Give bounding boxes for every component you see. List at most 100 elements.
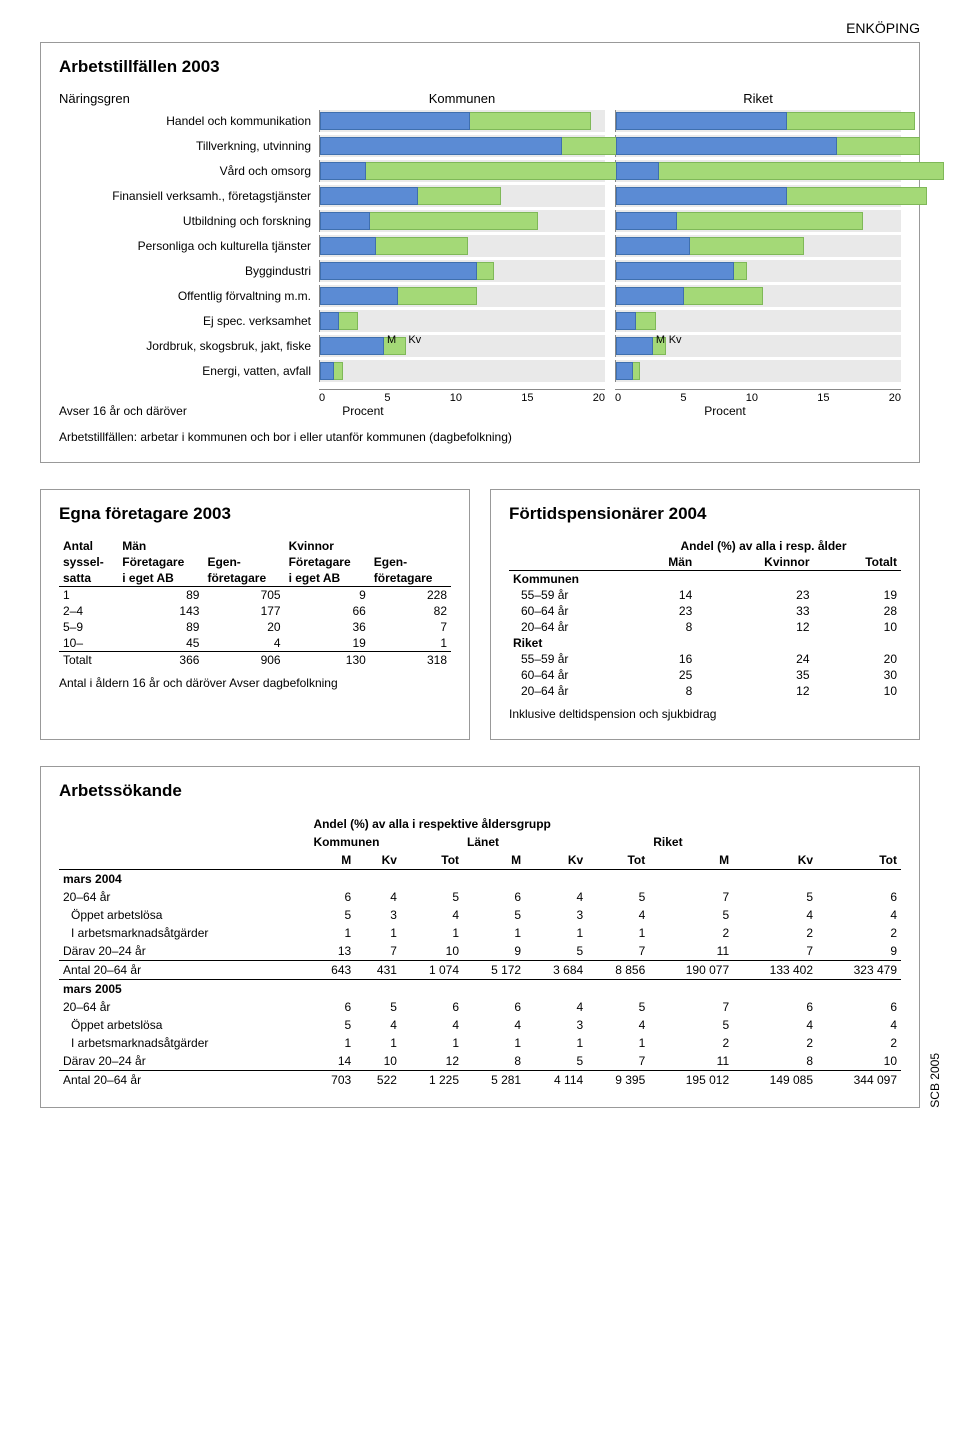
cell: 60–64 år <box>509 603 626 619</box>
cell: 1 <box>355 924 401 942</box>
bar-area <box>615 185 901 207</box>
egna-panel: Egna företagare 2003 Antal Män Kvinnor s… <box>40 489 470 740</box>
cell: 1 <box>525 1034 587 1052</box>
tick: 0 <box>615 392 621 404</box>
th: företagare <box>203 570 284 587</box>
arbet-table: Andel (%) av alla i respektive åldersgru… <box>59 815 901 1089</box>
bar-m <box>616 212 677 230</box>
fortid-note: Inklusive deltidspension och sjukbidrag <box>509 707 901 721</box>
th: Tot <box>817 851 901 870</box>
th: Kv <box>733 851 817 870</box>
cell: 6 <box>817 888 901 906</box>
cell: 14 <box>626 587 696 603</box>
cell: 7 <box>587 942 649 961</box>
table-row: 20–64 år81210 <box>509 683 901 699</box>
cell: 4 <box>817 906 901 924</box>
cell: Öppet arbetslösa <box>59 906 309 924</box>
fortid-title: Förtidspensionärer 2004 <box>509 504 901 524</box>
cell: 643 <box>309 961 355 980</box>
cell: 19 <box>814 587 902 603</box>
cell: 133 402 <box>733 961 817 980</box>
cell: 6 <box>401 998 463 1016</box>
th: Företagare <box>118 554 203 570</box>
cell: 2 <box>649 1034 733 1052</box>
chart-row: Utbildning och forskning <box>59 210 901 232</box>
table-row: I arbetsmarknadsåtgärder111111222 <box>59 1034 901 1052</box>
cell: 20–64 år <box>509 683 626 699</box>
cell: 12 <box>696 619 813 635</box>
cell: 703 <box>309 1071 355 1090</box>
bar-m <box>616 337 653 355</box>
cell: 2 <box>649 924 733 942</box>
cell: 82 <box>370 603 451 619</box>
bar-area <box>319 185 605 207</box>
cell: 11 <box>649 942 733 961</box>
cell: Antal 20–64 år <box>59 961 309 980</box>
cell: 9 <box>817 942 901 961</box>
th: Länet <box>463 833 649 851</box>
chart-row: Vård och omsorg <box>59 160 901 182</box>
category-label: Ej spec. verksamhet <box>59 314 319 328</box>
cell: 1 <box>587 1034 649 1052</box>
side-label: SCB 2005 <box>928 1053 942 1108</box>
th: i eget AB <box>285 570 370 587</box>
cell: 366 <box>118 652 203 669</box>
cell: 5–9 <box>59 619 118 635</box>
cell: 12 <box>696 683 813 699</box>
chart-row: Handel och kommunikation <box>59 110 901 132</box>
th: Tot <box>587 851 649 870</box>
cell: 7 <box>587 1052 649 1071</box>
cell: 89 <box>118 619 203 635</box>
cell: 5 <box>733 888 817 906</box>
cell: 10– <box>59 635 118 652</box>
cell: 4 <box>203 635 284 652</box>
cell: 23 <box>696 587 813 603</box>
cell: 190 077 <box>649 961 733 980</box>
cell: 906 <box>203 652 284 669</box>
tick: 0 <box>319 392 325 404</box>
bar-m <box>320 187 418 205</box>
bar-area <box>319 260 605 282</box>
col-kommunen: Kommunen <box>319 91 605 110</box>
bar-m <box>320 237 376 255</box>
group: Riket <box>509 635 626 651</box>
cell: 4 <box>401 906 463 924</box>
cell: I arbetsmarknadsåtgärder <box>59 924 309 942</box>
bar-m <box>616 262 734 280</box>
cell: 4 <box>525 998 587 1016</box>
table-row: 55–59 år142319 <box>509 587 901 603</box>
bar-area <box>319 235 605 257</box>
cell: 1 074 <box>401 961 463 980</box>
cell: 36 <box>285 619 370 635</box>
cell: 5 <box>587 888 649 906</box>
cell: 12 <box>401 1052 463 1071</box>
cell: 1 <box>463 924 525 942</box>
chart-row: Jordbruk, skogsbruk, jakt, fiskeMKvMKv <box>59 335 901 357</box>
axis-kommunen: 05101520 <box>319 389 605 404</box>
cell: Öppet arbetslösa <box>59 1016 309 1034</box>
cell: 177 <box>203 603 284 619</box>
cell: 130 <box>285 652 370 669</box>
cell: 1 <box>587 924 649 942</box>
table-row: I arbetsmarknadsåtgärder111111222 <box>59 924 901 942</box>
th: Företagare <box>285 554 370 570</box>
table-row: 1897059228 <box>59 587 451 604</box>
bar-area <box>319 160 605 182</box>
cell: 522 <box>355 1071 401 1090</box>
cell: 1 <box>401 1034 463 1052</box>
tick: 10 <box>450 392 462 404</box>
th: Kv <box>355 851 401 870</box>
category-label: Personliga och kulturella tjänster <box>59 239 319 253</box>
cell: 4 <box>817 1016 901 1034</box>
cell: 20–64 år <box>59 888 309 906</box>
category-label: Tillverkning, utvinning <box>59 139 319 153</box>
m-label: M <box>656 334 665 346</box>
cell: 7 <box>370 619 451 635</box>
cell: 4 <box>463 1016 525 1034</box>
bar-area <box>615 160 901 182</box>
cell: 10 <box>401 942 463 961</box>
cell: 4 <box>587 1016 649 1034</box>
cell: 1 <box>309 924 355 942</box>
th: Antal <box>59 538 118 554</box>
cell: Därav 20–24 år <box>59 942 309 961</box>
